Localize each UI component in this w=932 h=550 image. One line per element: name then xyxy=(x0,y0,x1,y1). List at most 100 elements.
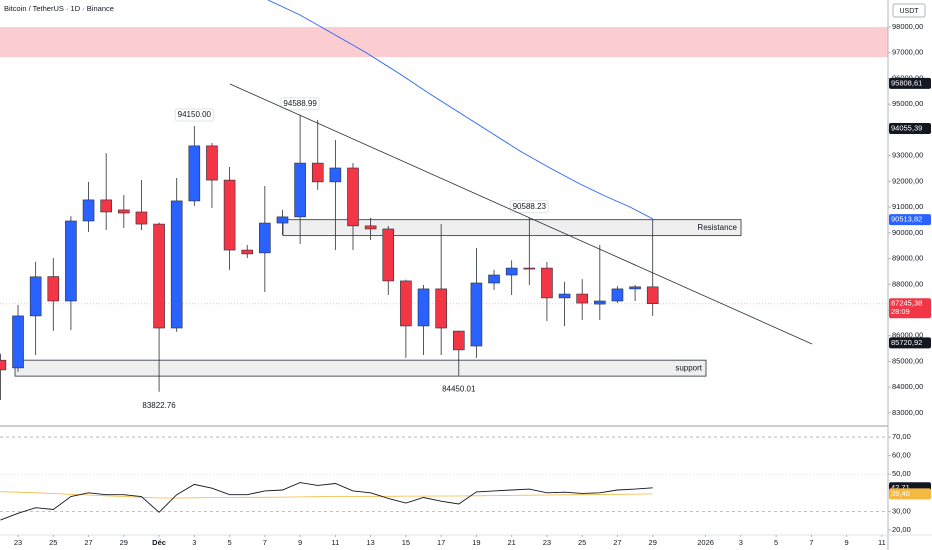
x-tick-label: Déc xyxy=(152,538,166,547)
plot: Resistance support 94150.00 94588.99 90588.2… xyxy=(0,27,888,521)
annotation: 84450.01 xyxy=(442,385,476,394)
candle-body xyxy=(188,145,201,202)
x-tick-label: 25 xyxy=(578,538,586,547)
price-marker xyxy=(889,122,931,134)
x-tick-label: 7 xyxy=(263,538,267,547)
candle-body xyxy=(541,267,553,299)
y-tick-label: 93000,00 xyxy=(892,151,923,160)
x-tick-label: 29 xyxy=(649,538,657,547)
candle-body xyxy=(241,249,254,255)
x-tick-label: 11 xyxy=(331,538,339,547)
candle-body xyxy=(594,300,606,305)
zone xyxy=(282,219,742,237)
candle-body xyxy=(294,162,306,218)
last-price-marker xyxy=(889,298,931,319)
candle-body xyxy=(611,288,624,302)
candle-body xyxy=(135,211,148,225)
x-tick-label: 25 xyxy=(49,538,57,547)
y-tick-label: 92000,00 xyxy=(892,176,923,185)
x-tick-label: 21 xyxy=(507,538,515,547)
y-tick-label: 88000,00 xyxy=(892,279,923,288)
annotation-box xyxy=(509,200,549,214)
x-tick-label: 3 xyxy=(192,538,196,547)
annotation: 90588.23 xyxy=(513,202,547,211)
price-marker-label: 39,40 xyxy=(891,489,910,498)
x-tick-label: 29 xyxy=(120,538,128,547)
y-tick-label: 50,00 xyxy=(892,469,911,478)
price-axis xyxy=(888,0,932,550)
zone-label: support xyxy=(675,363,702,372)
x-tick-label: 7 xyxy=(809,538,813,547)
annotation-box xyxy=(280,97,320,111)
price-marker xyxy=(889,214,931,226)
currency-box[interactable] xyxy=(892,3,926,18)
y-tick-label: 97000,00 xyxy=(892,48,923,57)
x-tick-label: 5 xyxy=(774,538,778,547)
candle-body xyxy=(400,280,412,327)
candle-body xyxy=(259,222,271,254)
x-tick-label: 9 xyxy=(845,538,849,547)
currency[interactable]: USDT xyxy=(899,8,919,15)
moving-average xyxy=(267,0,654,220)
candle-body xyxy=(382,228,395,282)
y-tick-label: 70,00 xyxy=(892,432,911,441)
price-marker xyxy=(889,488,931,500)
candle-body xyxy=(417,288,430,327)
price-marker-label: 95808,61 xyxy=(891,78,922,87)
x-tick-label: 5 xyxy=(228,538,232,547)
annotation: 83822.76 xyxy=(142,401,176,410)
candle-body xyxy=(100,199,112,213)
candle-body xyxy=(347,167,359,227)
candle-body xyxy=(488,274,500,284)
candle-body xyxy=(646,286,659,304)
y-tick-label: 91000,00 xyxy=(892,202,923,211)
price-marker-label: 85720,92 xyxy=(891,338,922,347)
x-tick-label: 23 xyxy=(14,538,22,547)
x-tick-label: 9 xyxy=(298,538,302,547)
candle-body xyxy=(153,223,165,329)
candle-body xyxy=(364,225,377,230)
candle-body xyxy=(65,220,77,302)
annotation-box xyxy=(174,108,214,122)
annotation: 94588.99 xyxy=(283,99,317,108)
price-marker xyxy=(889,77,931,89)
x-tick-label: 27 xyxy=(613,538,621,547)
x-tick-label: 2026 xyxy=(697,538,714,547)
y-tick-label: 84000,00 xyxy=(892,382,923,391)
candle-body xyxy=(0,359,7,371)
candle-body xyxy=(12,315,24,369)
candle-body xyxy=(558,293,571,299)
chart-title: Bitcoin / TetherUS · 1D · Binance xyxy=(4,4,114,13)
x-tick-label: 19 xyxy=(472,538,480,547)
y-tick-label: 60,00 xyxy=(892,451,911,460)
y-tick-label: 95000,00 xyxy=(892,99,923,108)
candle-body xyxy=(576,293,588,304)
rsi-line xyxy=(0,482,653,521)
x-tick-label: 17 xyxy=(437,538,445,547)
annotation: 94150.00 xyxy=(178,110,212,119)
candle-body xyxy=(452,330,465,351)
price-marker-label: 42,71 xyxy=(891,483,910,492)
candle-body xyxy=(206,145,218,181)
candle-body xyxy=(47,276,60,302)
candle-body xyxy=(223,179,236,251)
price-marker-label: 90513,82 xyxy=(891,215,922,224)
x-tick-label: 11 xyxy=(878,538,886,547)
overlay: 23 25 27 29 Déc 3 5 7 9 11 13 15 17 19 21 23 25 27 29 2026 3… xyxy=(14,22,931,547)
zone xyxy=(14,359,707,377)
countdown: 28:09 xyxy=(891,307,910,316)
candle-body xyxy=(470,282,483,347)
trend-line xyxy=(229,83,813,345)
candle-body xyxy=(329,167,342,183)
candle-body xyxy=(118,209,130,214)
price-marker xyxy=(889,337,931,349)
zone xyxy=(0,27,888,58)
candle-body xyxy=(170,200,183,329)
last-price-label: 87245,38 xyxy=(891,299,922,308)
y-tick-label: 85000,00 xyxy=(892,356,923,365)
candle-body xyxy=(435,288,447,329)
y-tick-label: 83000,00 xyxy=(892,408,923,417)
y-tick-label: 98000,00 xyxy=(892,22,923,31)
